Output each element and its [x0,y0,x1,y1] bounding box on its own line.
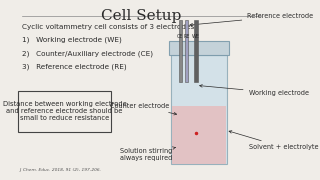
FancyBboxPatch shape [18,91,111,132]
Text: CE: CE [177,35,183,39]
Text: Working electrode: Working electrode [200,85,308,96]
Text: RE: RE [183,35,190,39]
Text: J. Chem. Educ. 2018, 91 (2), 197-206.: J. Chem. Educ. 2018, 91 (2), 197-206. [20,168,101,172]
Bar [171,55,227,165]
Text: Solvent + electrolyte: Solvent + electrolyte [229,131,318,150]
Bar [179,20,182,82]
Text: Reference electrode: Reference electrode [190,14,313,26]
Bar [172,106,226,164]
Text: 2)   Counter/Auxiliary electrode (CE): 2) Counter/Auxiliary electrode (CE) [22,50,153,57]
Text: Counter electrode: Counter electrode [110,103,177,115]
Text: WE: WE [192,35,200,39]
Bar [185,20,188,82]
Text: Cyclic voltammetry cell consists of 3 electrodes: Cyclic voltammetry cell consists of 3 el… [22,24,194,30]
Bar [194,20,198,82]
Text: 3)   Reference electrode (RE): 3) Reference electrode (RE) [22,63,126,70]
Text: Cell Setup: Cell Setup [101,9,182,23]
Bar [169,41,229,55]
Text: Distance between working electrode
and reference electrode should be
small to re: Distance between working electrode and r… [3,101,126,121]
Text: Solution stirring
always required: Solution stirring always required [120,147,175,161]
Text: 1)   Working electrode (WE): 1) Working electrode (WE) [22,37,122,43]
